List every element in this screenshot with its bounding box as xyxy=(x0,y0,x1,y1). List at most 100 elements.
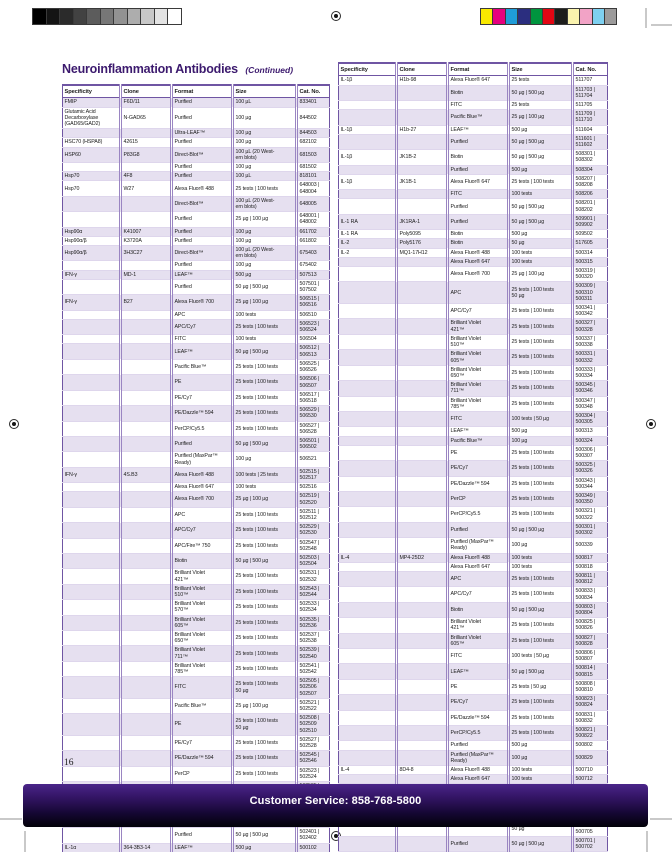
table-row: LEAF™ 50 µg | 500 µg 500814 | 500815 xyxy=(338,663,608,680)
cell-size: 100 µg xyxy=(231,235,297,246)
cell-format: Direct-Blot™ xyxy=(170,146,233,163)
table-row: PerCP 25 tests | 100 tests 500349 | 500350 xyxy=(338,490,608,507)
table-header-row: Specificity Clone Format Size Cat. No. xyxy=(338,63,608,77)
cell-specificity xyxy=(62,522,121,539)
cell-size: 25 tests | 100 tests xyxy=(231,629,297,646)
cell-size: 25 tests | 100 tests xyxy=(507,632,573,649)
cell-size: 100 µg xyxy=(231,128,297,138)
color-swatch xyxy=(504,8,519,25)
cell-format: Brilliant Violet 570™ xyxy=(170,599,233,616)
cell-catno: 500808 | 500810 xyxy=(571,678,608,695)
cell-format: Purified xyxy=(170,435,233,452)
cell-format: Pacific Blue™ xyxy=(446,435,509,446)
cell-catno: 500710 xyxy=(571,765,608,775)
cell-format: Pacific Blue™ xyxy=(170,697,233,714)
column-header: Clone xyxy=(395,63,448,77)
cell-specificity xyxy=(338,426,397,437)
cell-clone xyxy=(395,410,448,427)
cell-specificity xyxy=(338,189,397,199)
cell-format: Direct-Blot™ xyxy=(170,195,233,212)
cell-format: Biotin xyxy=(446,238,509,249)
cell-clone xyxy=(119,374,172,391)
cell-size: 100 µg xyxy=(231,162,297,172)
crop-mark xyxy=(24,831,26,852)
cell-size: 25 µg | 100 µg xyxy=(231,491,297,508)
cell-size: 100 µg xyxy=(507,749,573,766)
table-row: Pacific Blue™ 25 µg | 100 µg 511709 | 5117… xyxy=(338,109,608,126)
cell-size: 25 µg | 100 µg xyxy=(231,211,297,228)
cell-format: Purified xyxy=(170,137,233,148)
cell-clone: Poly5095 xyxy=(395,229,448,239)
cell-clone: JK1B-1 xyxy=(395,173,448,190)
column-header: Format xyxy=(170,85,233,99)
table-row: IL-2 Poly5176 Biotin 50 µg 517605 xyxy=(338,238,608,249)
cell-clone xyxy=(119,482,172,492)
table-row: Alexa Fluor® 700 25 µg | 100 µg 502519 | 5… xyxy=(62,491,330,508)
table-row: APC/Cy7 25 tests | 100 tests 500341 | 5003… xyxy=(338,303,608,319)
cell-specificity: IL-1α xyxy=(62,842,121,852)
grayscale-swatch xyxy=(153,8,168,25)
cell-format: PE xyxy=(170,374,233,391)
cell-format: Alexa Fluor® 700 xyxy=(446,266,509,282)
table-row: Hsp70 4F8 Purified 100 µL 818101 xyxy=(62,171,330,181)
table-row: FITC 100 tests | 50 µg 500806 | 500807 xyxy=(338,648,608,664)
cell-catno: 511604 xyxy=(571,124,608,135)
cell-clone xyxy=(119,537,172,554)
cell-format: Biotin xyxy=(446,149,509,166)
cell-clone xyxy=(119,343,172,360)
cell-format: Brilliant Violet 650™ xyxy=(446,364,509,381)
cell-specificity xyxy=(62,128,121,138)
cell-size: 100 µL (20 West- ern blots) xyxy=(231,245,297,261)
table-row: PE 25 tests | 100 tests 50 µg 502508 | 502… xyxy=(62,713,330,736)
table-row: Brilliant Violet 570™ 25 tests | 100 test… xyxy=(62,599,330,616)
table-row: Hsp90α/β 3H3C27 Direct-Blot™ 100 µL (20 Wes… xyxy=(62,245,330,261)
cell-size: 25 tests | 100 tests xyxy=(507,709,573,726)
table-row: Hsp90α/β K3720A Purified 100 µg 661802 xyxy=(62,235,330,246)
cell-catno: 509502 xyxy=(571,229,608,239)
cell-clone xyxy=(395,84,448,101)
cell-specificity xyxy=(338,774,397,784)
table-row: Alexa Fluor® 647 100 tests 500315 xyxy=(338,256,608,267)
cell-format: PE/Dazzle™ 594 xyxy=(170,405,233,422)
cell-size: 25 tests xyxy=(507,99,573,110)
cell-format: Direct-Blot™ xyxy=(170,245,233,261)
cell-specificity xyxy=(338,460,397,477)
table-row: Pacific Blue™ 25 tests | 100 tests 506525 … xyxy=(62,358,330,375)
cell-catno: 517605 xyxy=(571,238,608,249)
cell-clone: 4S.B3 xyxy=(119,466,172,483)
cell-specificity: IL-1β xyxy=(338,124,397,135)
cell-size: 100 tests xyxy=(507,552,573,563)
cell-size: 25 tests | 100 tests xyxy=(231,318,297,335)
cell-format: APC/Cy7 xyxy=(446,303,509,319)
cell-size: 100 tests xyxy=(507,256,573,267)
cell-specificity: IL-2 xyxy=(338,238,397,249)
cell-size: 25 tests | 100 tests xyxy=(231,599,297,616)
cell-specificity: IL-2 xyxy=(338,247,397,258)
cell-catno: 511705 xyxy=(571,99,608,110)
cell-format: Brilliant Violet 785™ xyxy=(446,395,509,412)
cell-specificity: IL-4 xyxy=(338,552,397,563)
cell-format: APC xyxy=(170,506,233,523)
cell-clone: W27 xyxy=(119,180,172,197)
cell-specificity xyxy=(62,713,121,736)
cell-size: 25 tests | 100 tests xyxy=(507,460,573,477)
grayscale-swatch xyxy=(45,8,60,25)
cell-size: 25 tests | 100 tests xyxy=(507,725,573,741)
cell-format: Brilliant Violet 421™ xyxy=(446,617,509,634)
cell-size: 100 µg xyxy=(231,226,297,237)
cell-specificity xyxy=(338,84,397,101)
cell-format: Purified (MaxPar™ Ready) xyxy=(446,537,509,554)
cell-clone xyxy=(395,740,448,751)
table-row: PerCP/Cy5.5 25 tests | 100 tests 500321 | … xyxy=(338,506,608,523)
cell-catno: 506506 | 506507 xyxy=(295,374,330,391)
cell-catno: 508201 | 508202 xyxy=(571,198,608,215)
cell-specificity xyxy=(338,749,397,766)
grayscale-calibration-bar xyxy=(32,8,182,25)
cell-specificity: IFN-γ xyxy=(62,466,121,483)
cell-specificity xyxy=(338,410,397,427)
cell-size: 500 µg xyxy=(231,269,297,280)
cell-format: FITC xyxy=(170,676,233,699)
color-swatch xyxy=(603,8,618,25)
table-row: APC/Fire™ 750 25 tests | 100 tests 502547 … xyxy=(62,537,330,554)
cell-specificity xyxy=(338,506,397,523)
